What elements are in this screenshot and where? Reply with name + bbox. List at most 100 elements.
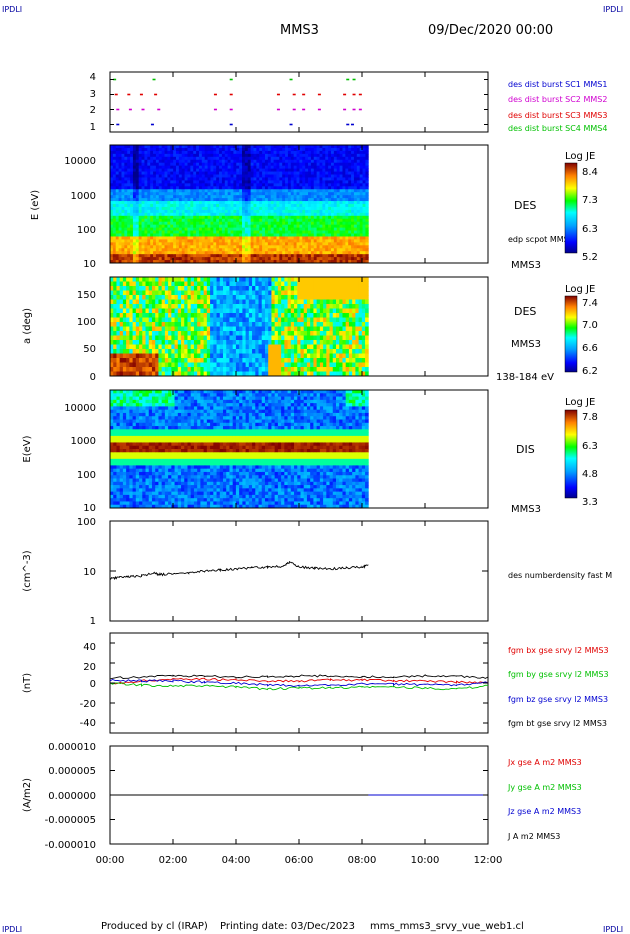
des-energy-cell (336, 150, 340, 155)
des-energy-cell (155, 147, 160, 152)
des-pitch-cell (187, 317, 192, 323)
des-energy-cell (150, 159, 154, 164)
des-energy-cell (299, 206, 303, 211)
des-energy-cell (213, 233, 217, 237)
des-energy-cell (299, 209, 303, 214)
des-pitch-cell (281, 371, 285, 377)
des-energy-cell (270, 227, 274, 231)
des-energy-cell (193, 218, 197, 223)
des-energy-cell (132, 145, 137, 149)
des-energy-cell (118, 195, 122, 199)
des-pitch-cell (135, 290, 140, 296)
des-pitch-cell (197, 317, 201, 323)
des-energy-cell (325, 206, 329, 211)
burst-marker (352, 108, 356, 111)
des-energy-cell (285, 145, 289, 149)
des-energy-cell (181, 198, 186, 202)
des-energy-cell (362, 245, 366, 249)
des-pitch-cell (145, 344, 150, 350)
des-energy-cell (173, 198, 177, 202)
burst-marker (352, 93, 356, 96)
des-energy-cell (144, 174, 148, 178)
des-pitch-cell (268, 344, 272, 350)
des-energy-cell (353, 204, 358, 208)
des-energy-cell (242, 192, 246, 196)
des-energy-cell (164, 230, 168, 234)
des-pitch-cell (122, 371, 127, 377)
des-energy-cell (247, 165, 252, 169)
des-energy-cell (285, 153, 289, 158)
des-energy-cell (190, 168, 194, 172)
des-energy-cell (285, 254, 289, 258)
des-pitch-cell (232, 335, 237, 341)
des-energy-cell (210, 180, 214, 184)
des-energy-cell (282, 186, 286, 190)
des-energy-cell (147, 195, 151, 199)
des-energy-cell (230, 153, 234, 158)
des-energy-cell (325, 177, 329, 181)
des-pitch-cell (210, 340, 214, 345)
des-energy-cell (187, 198, 191, 202)
des-energy-cell (155, 198, 160, 202)
des-energy-cell (296, 162, 300, 167)
des-pitch-cell (181, 281, 185, 287)
des-pitch-cell (258, 281, 263, 287)
des-energy-cell (279, 227, 283, 231)
des-pitch-cell (158, 313, 163, 318)
des-energy-cell (118, 227, 122, 231)
des-energy-cell (342, 171, 346, 175)
des-pitch-cell (284, 362, 288, 368)
des-pitch-cell (161, 371, 166, 377)
des-energy-cell (287, 212, 292, 217)
des-energy-cell (322, 145, 326, 149)
des-pitch-cell (245, 367, 250, 372)
des-energy-cell (290, 242, 295, 246)
des-energy-cell (359, 195, 363, 199)
des-energy-cell (141, 168, 145, 172)
des-pitch-cell (216, 295, 221, 300)
des-energy-cell (242, 186, 246, 190)
des-pitch-cell (148, 295, 153, 300)
des-energy-cell (130, 251, 134, 255)
des-energy-cell (302, 192, 306, 196)
des-pitch-cell (297, 281, 301, 287)
des-energy-cell (110, 227, 114, 231)
des-energy-cell (153, 198, 157, 202)
des-energy-cell (339, 218, 343, 223)
des-energy-cell (285, 257, 289, 261)
des-energy-cell (285, 204, 289, 208)
des-energy-cell (147, 212, 151, 217)
burst-marker (157, 108, 161, 111)
des-energy-cell (290, 239, 295, 243)
des-energy-cell (158, 209, 163, 214)
des-energy-cell (110, 212, 114, 217)
des-energy-cell (296, 147, 300, 152)
des-energy-cell (328, 198, 332, 202)
des-energy-cell (221, 192, 226, 196)
des-energy-cell (201, 215, 206, 220)
des-energy-cell (290, 198, 295, 202)
des-energy-cell (239, 251, 243, 255)
des-energy-cell (316, 230, 320, 234)
des-energy-cell (296, 245, 300, 249)
des-energy-cell (207, 168, 211, 172)
des-pitch-cell (258, 295, 263, 300)
des-energy-cell (351, 245, 355, 249)
des-energy-cell (130, 177, 134, 181)
des-energy-cell (190, 233, 194, 237)
des-energy-cell (158, 174, 163, 178)
des-energy-cell (224, 233, 229, 237)
des-energy-cell (299, 180, 303, 184)
des-pitch-cell (264, 290, 269, 296)
des-energy-cell (328, 168, 332, 172)
des-energy-cell (256, 236, 260, 240)
des-pitch-cell (294, 295, 298, 300)
des-energy-cell (121, 198, 125, 202)
des-pitch-cell (122, 286, 127, 291)
des-pitch-cell (197, 304, 201, 309)
des-energy-cell (112, 177, 117, 181)
des-pitch-cell (206, 358, 211, 363)
des-pitch-cell (219, 358, 224, 363)
des-energy-cell (147, 251, 151, 255)
des-pitch-cell (193, 281, 198, 287)
